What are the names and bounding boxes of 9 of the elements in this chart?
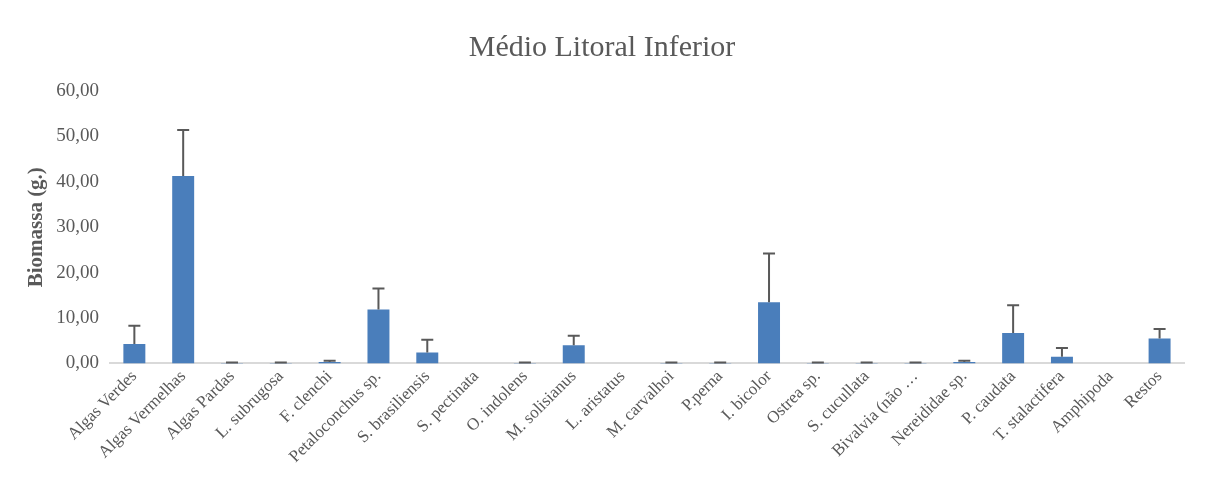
y-tick-label: 40,00 bbox=[56, 169, 99, 191]
y-tick-label: 50,00 bbox=[56, 124, 99, 146]
y-tick-label: 20,00 bbox=[56, 260, 99, 282]
chart-title: Médio Litoral Inferior bbox=[468, 28, 736, 62]
y-tick-label: 0,00 bbox=[65, 351, 99, 373]
y-axis-title: Biomassa (g.) bbox=[23, 167, 48, 288]
y-tick-label: 60,00 bbox=[56, 78, 99, 100]
y-tick-label: 30,00 bbox=[56, 215, 99, 237]
y-tick-label: 10,00 bbox=[56, 306, 99, 328]
